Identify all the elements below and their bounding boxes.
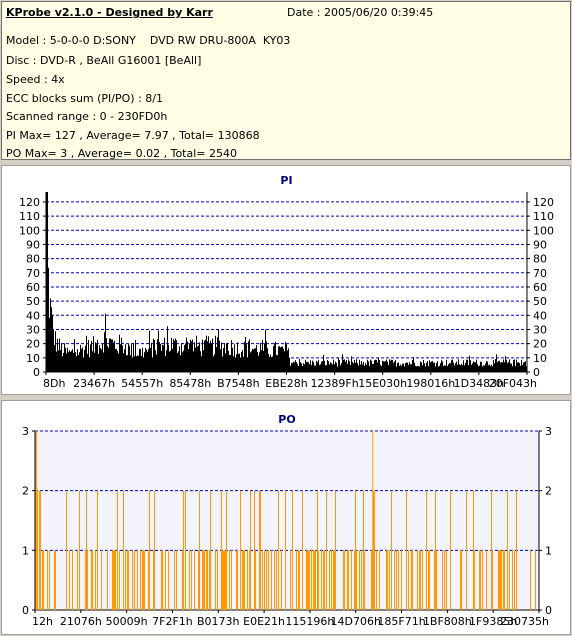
y-tick-label-right: 20 <box>533 338 547 351</box>
x-tick-label: 20F043h <box>489 377 537 390</box>
x-tick-label: 185F71h <box>377 615 425 628</box>
y-tick-label-left: 10 <box>26 352 40 365</box>
x-tick-label: B0173h <box>197 615 240 628</box>
y-tick-label-right: 50 <box>533 295 547 308</box>
y-tick-label-left: 0 <box>33 366 40 379</box>
pi-chart-panel: PI 0 0 10 10 20 20 30 30 40 40 50 50 60 60 70 70 80 80 90 90… <box>1 165 571 395</box>
y-tick-label-right: 100 <box>533 224 554 237</box>
info-ecc-blocks: ECC blocks sum (PI/PO) : 8/1 <box>6 92 163 105</box>
y-tick-label-left: 3 <box>22 425 29 438</box>
y-tick-label-left: 70 <box>26 267 40 280</box>
y-tick-label-left: 0 <box>22 604 29 617</box>
x-tick-label: 198016h <box>406 377 455 390</box>
x-tick-label: 8Dh <box>43 377 65 390</box>
y-tick-label-left: 2 <box>22 485 29 498</box>
info-pi-stats: PI Max= 127 , Average= 7.97 , Total= 130… <box>6 129 260 142</box>
y-tick-label-right: 2 <box>545 485 552 498</box>
x-tick-label: 230735h <box>500 615 549 628</box>
y-tick-label-right: 3 <box>545 425 552 438</box>
info-po-stats: PO Max= 3 , Average= 0.02 , Total= 2540 <box>6 147 237 160</box>
info-model: Model : 5-0-0-0 D:SONY DVD RW DRU-800A K… <box>6 34 290 47</box>
x-tick-label: 7F2F1h <box>152 615 193 628</box>
chart-title: PI <box>280 174 292 187</box>
y-tick-label-left: 80 <box>26 253 40 266</box>
y-tick-label-right: 10 <box>533 352 547 365</box>
x-tick-label: 85478h <box>169 377 211 390</box>
y-tick-label-right: 40 <box>533 309 547 322</box>
y-tick-label-right: 60 <box>533 281 547 294</box>
x-tick-label: 115196h <box>285 615 334 628</box>
chart-title: PO <box>278 413 295 426</box>
y-tick-label-left: 20 <box>26 338 40 351</box>
y-tick-label-right: 120 <box>533 196 554 209</box>
x-tick-label: 14D706h <box>331 615 381 628</box>
summary-panel: KProbe v2.1.0 - Designed by Karr Date : … <box>1 1 571 160</box>
x-tick-label: B7548h <box>217 377 260 390</box>
x-tick-label: 54557h <box>121 377 163 390</box>
y-tick-label-right: 1 <box>545 544 552 557</box>
info-speed: Speed : 4x <box>6 73 65 86</box>
scan-date: Date : 2005/06/20 0:39:45 <box>287 6 433 19</box>
y-tick-label-left: 60 <box>26 281 40 294</box>
x-tick-label: 12389Fh <box>310 377 358 390</box>
x-tick-label: 1BF808h <box>423 615 472 628</box>
x-tick-label: 15E030h <box>358 377 407 390</box>
po-chart-panel: PO 0 0 1 1 2 2 3 3 12h 21076h 50009h 7F2F1h B0173h E0E… <box>1 400 571 635</box>
y-tick-label-left: 110 <box>19 210 40 223</box>
info-disc: Disc : DVD-R , BeAll G16001 [BeAll] <box>6 54 201 67</box>
y-tick-label-right: 80 <box>533 253 547 266</box>
x-tick-label: 21076h <box>60 615 102 628</box>
x-tick-label: 23467h <box>73 377 115 390</box>
y-tick-label-left: 100 <box>19 224 40 237</box>
y-tick-label-left: 40 <box>26 309 40 322</box>
x-tick-label: EBE28h <box>265 377 307 390</box>
y-tick-label-left: 1 <box>22 544 29 557</box>
y-tick-label-right: 70 <box>533 267 547 280</box>
x-tick-label: 50009h <box>106 615 148 628</box>
plot-area <box>35 431 539 610</box>
y-tick-label-left: 50 <box>26 295 40 308</box>
y-tick-label-right: 90 <box>533 238 547 251</box>
x-tick-label: E0E21h <box>243 615 285 628</box>
app-title: KProbe v2.1.0 - Designed by Karr <box>6 6 213 19</box>
y-tick-label-right: 110 <box>533 210 554 223</box>
y-tick-label-left: 90 <box>26 238 40 251</box>
y-tick-label-right: 30 <box>533 323 547 336</box>
info-scanned-range: Scanned range : 0 - 230FD0h <box>6 110 167 123</box>
x-tick-label: 12h <box>32 615 53 628</box>
y-tick-label-left: 30 <box>26 323 40 336</box>
y-tick-label-left: 120 <box>19 196 40 209</box>
